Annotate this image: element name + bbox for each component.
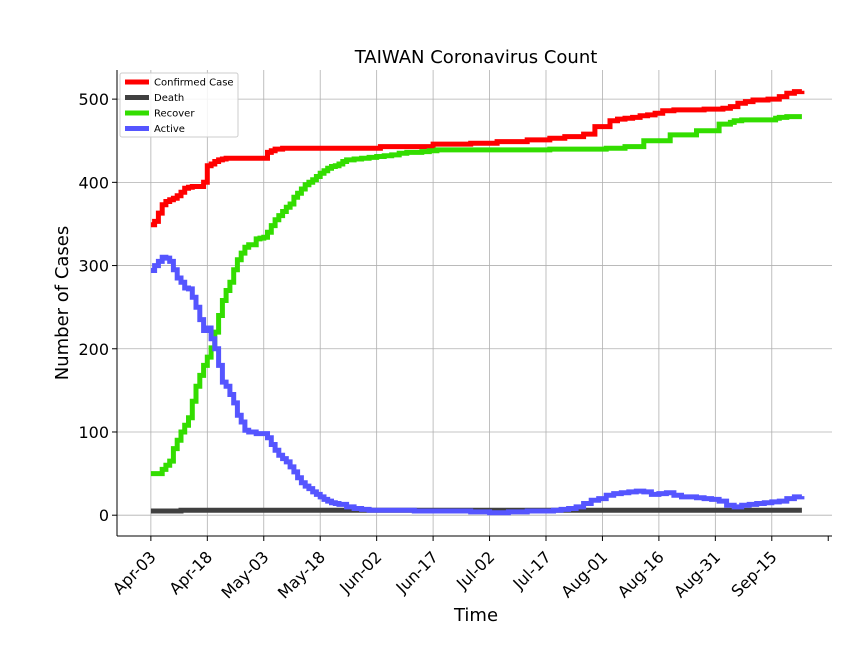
y-tick-label: 300 <box>78 257 109 276</box>
y-axis-label: Number of Cases <box>52 226 73 381</box>
x-tick-label: May-18 <box>274 547 329 602</box>
x-tick-label: Aug-01 <box>557 547 611 601</box>
x-tick-label: Jun-17 <box>392 547 442 597</box>
series-line-confirmed-case <box>150 89 805 228</box>
series-line-active <box>150 254 805 516</box>
legend: Confirmed Case Death Recover Active <box>119 72 239 138</box>
x-tick-label: May-03 <box>217 547 272 602</box>
x-tick-label: Jul-02 <box>452 547 498 593</box>
x-tick-label: Apr-18 <box>165 547 216 598</box>
y-tick-label: 400 <box>78 173 109 192</box>
series-lines <box>150 89 805 516</box>
legend-box <box>119 72 239 138</box>
legend-label: Active <box>154 124 185 135</box>
x-tick-label: Jun-02 <box>335 547 385 597</box>
y-gridlines <box>117 98 832 516</box>
x-ticks: Apr-03 Apr-18 May-03 May-18 Jun-02 Jun-17 Jul-… <box>109 536 829 603</box>
series-line-recover <box>150 114 802 477</box>
y-tick-label: 0 <box>99 506 109 525</box>
x-tick-label: Sep-15 <box>727 547 780 600</box>
legend-label: Recover <box>154 109 195 120</box>
y-tick-label: 200 <box>78 340 109 359</box>
x-axis-label: Time <box>453 605 498 626</box>
x-tick-label: Aug-16 <box>614 547 668 601</box>
legend-label: Confirmed Case <box>154 78 234 89</box>
x-tick-label: Aug-31 <box>670 547 724 601</box>
chart-title: TAIWAN Coronavirus Count <box>354 47 598 68</box>
x-gridlines <box>150 70 773 536</box>
x-tick-label: Jul-17 <box>509 547 555 593</box>
y-tick-label: 500 <box>78 90 109 109</box>
y-ticks: 0 100 200 300 400 500 <box>78 90 117 525</box>
x-tick-label: Apr-03 <box>109 547 160 598</box>
legend-label: Death <box>154 93 184 104</box>
y-tick-label: 100 <box>78 423 109 442</box>
